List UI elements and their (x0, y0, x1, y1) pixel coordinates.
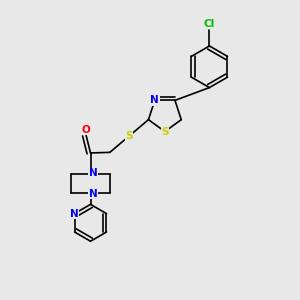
Text: N: N (150, 95, 159, 105)
Text: S: S (161, 127, 169, 136)
Text: N: N (88, 189, 97, 199)
Text: Cl: Cl (204, 19, 215, 29)
Text: N: N (88, 168, 97, 178)
Text: O: O (82, 125, 90, 135)
Text: S: S (125, 131, 133, 141)
Text: N: N (70, 208, 79, 219)
